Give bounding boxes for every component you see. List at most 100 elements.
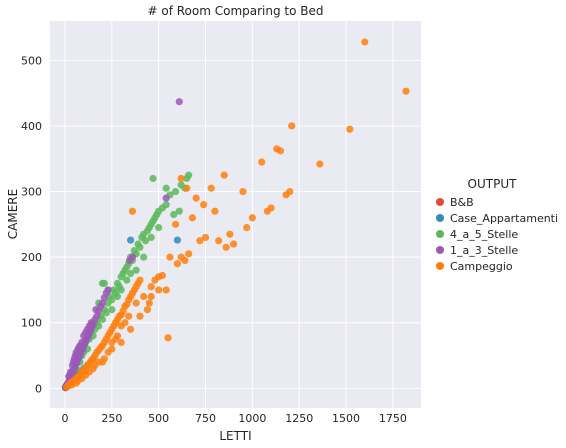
data-point <box>185 250 193 258</box>
data-point <box>288 122 296 130</box>
data-point <box>104 286 112 294</box>
data-point <box>117 286 125 294</box>
data-point <box>162 201 170 209</box>
x-tick-label: 0 <box>61 412 68 425</box>
data-point <box>248 214 256 222</box>
data-point <box>173 236 182 244</box>
data-point <box>113 292 122 301</box>
data-point <box>316 160 324 168</box>
data-point <box>117 338 125 347</box>
data-point <box>155 224 163 232</box>
x-tick-label: 1750 <box>379 412 407 425</box>
data-point <box>188 214 197 222</box>
x-tick-label: 1250 <box>285 412 313 425</box>
legend-marker <box>436 262 444 270</box>
data-point <box>211 207 219 215</box>
data-point <box>111 335 120 343</box>
data-point <box>171 187 180 196</box>
series-campeggio <box>63 38 410 391</box>
data-point <box>69 358 78 366</box>
data-point <box>147 233 155 242</box>
legend-label: Case_Appartamenti <box>450 212 558 225</box>
x-tick-label: 750 <box>195 412 216 425</box>
data-point <box>126 269 135 278</box>
data-point <box>82 328 90 337</box>
y-tick-label: 300 <box>21 186 42 199</box>
legend-items: B&B Case_Appartamenti 4_a_5_Stelle 1_a_3_St… <box>436 196 558 273</box>
y-tick-label: 500 <box>21 54 42 67</box>
data-point <box>92 306 100 314</box>
data-point <box>361 38 369 46</box>
data-point <box>140 253 148 261</box>
data-point <box>215 237 223 245</box>
data-point <box>177 174 185 183</box>
series-1-a-3-stelle <box>63 98 183 389</box>
data-point <box>183 184 191 192</box>
data-point <box>145 299 153 307</box>
data-point <box>75 344 83 352</box>
data-point <box>117 322 125 330</box>
y-tick-labels: 0 100 200 300 400 500 <box>21 54 42 395</box>
data-point <box>267 204 275 212</box>
legend: OUTPUT B&B Case_Appartamenti 4_a_5_Stelle 1… <box>436 177 558 273</box>
legend-item: Campeggio <box>436 260 513 273</box>
data-point <box>147 283 155 291</box>
data-point <box>175 207 183 215</box>
data-point <box>226 230 234 238</box>
data-point <box>104 348 112 356</box>
data-point <box>65 372 73 381</box>
data-point <box>239 187 247 196</box>
data-point <box>143 306 152 314</box>
legend-marker <box>436 230 444 238</box>
data-point <box>346 125 354 133</box>
legend-label: B&B <box>450 196 474 209</box>
data-point <box>155 286 163 294</box>
legend-item: B&B <box>436 196 474 209</box>
data-point <box>98 315 107 324</box>
legend-title: OUTPUT <box>468 177 518 191</box>
data-point <box>136 276 144 284</box>
data-point <box>258 158 266 166</box>
y-tick-label: 0 <box>35 382 42 395</box>
data-point <box>126 325 135 333</box>
legend-label: Campeggio <box>450 260 513 273</box>
data-point <box>140 292 148 301</box>
data-point <box>82 371 90 379</box>
y-tick-label: 200 <box>21 251 42 264</box>
data-point <box>132 266 140 274</box>
x-tick-label: 1500 <box>332 412 360 425</box>
data-point <box>162 194 170 202</box>
data-point <box>67 381 76 389</box>
data-point <box>230 240 238 248</box>
data-point <box>243 224 251 232</box>
data-point <box>141 237 150 245</box>
data-point <box>164 334 172 342</box>
data-point <box>170 210 178 219</box>
data-point <box>123 276 131 284</box>
data-point <box>192 194 200 202</box>
legend-label: 1_a_3_Stelle <box>450 244 518 257</box>
legend-item: 1_a_3_Stelle <box>436 244 518 257</box>
data-point <box>149 174 157 183</box>
data-point <box>95 322 103 330</box>
data-point <box>207 184 215 192</box>
data-point <box>100 279 108 287</box>
data-point <box>200 201 208 209</box>
y-axis-label: CAMERE <box>6 189 20 239</box>
data-point <box>175 98 183 106</box>
y-tick-label: 100 <box>21 317 42 330</box>
chart-title: # of Room Comparing to Bed <box>147 4 323 18</box>
data-point <box>128 253 137 261</box>
data-point <box>74 376 82 385</box>
data-point <box>162 184 170 192</box>
x-tick-label: 250 <box>101 412 122 425</box>
x-tick-label: 1000 <box>238 412 266 425</box>
x-tick-labels: 0 250 500 750 1000 1250 1500 1750 <box>61 412 406 425</box>
data-point <box>102 309 110 317</box>
legend-marker <box>436 214 444 222</box>
data-point <box>166 253 174 261</box>
data-point <box>222 243 230 251</box>
legend-item: Case_Appartamenti <box>436 212 558 225</box>
data-point <box>181 256 189 265</box>
